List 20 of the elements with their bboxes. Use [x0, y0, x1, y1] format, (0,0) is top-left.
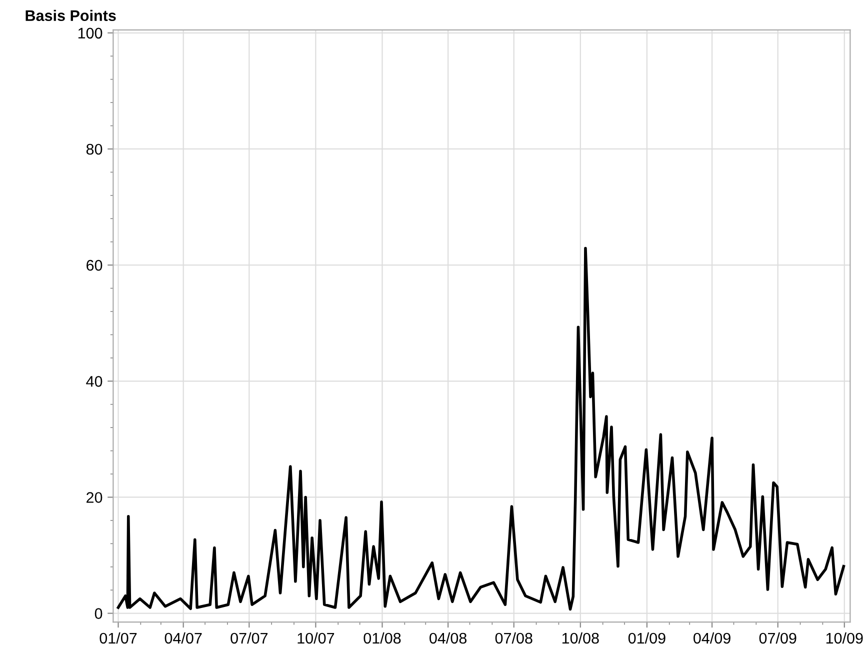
x-tick-label: 07/08: [495, 632, 532, 644]
x-tick-label: 04/08: [430, 632, 466, 644]
x-tick-label: 10/07: [298, 632, 334, 644]
y-tick-label: 60: [86, 260, 102, 271]
y-tick-label: 20: [86, 492, 102, 503]
x-tick-label: 10/08: [562, 632, 599, 644]
line-series: [116, 246, 846, 611]
y-axis-title: Basis Points: [26, 10, 116, 22]
x-tick-label: 01/07: [100, 632, 137, 644]
x-tick-label: 07/09: [759, 632, 796, 644]
y-tick-label: 80: [86, 144, 102, 155]
y-tick-label: 100: [78, 28, 102, 39]
x-tick-label: 01/08: [364, 632, 401, 644]
x-tick-label: 04/09: [694, 632, 730, 644]
x-tick-label: 07/07: [230, 632, 268, 644]
y-tick-label: 40: [86, 376, 102, 387]
x-tick-label: 10/09: [826, 632, 863, 644]
y-tick-label: 0: [94, 608, 102, 619]
x-tick-label: 04/07: [164, 632, 202, 644]
x-tick-label: 01/09: [628, 632, 666, 644]
